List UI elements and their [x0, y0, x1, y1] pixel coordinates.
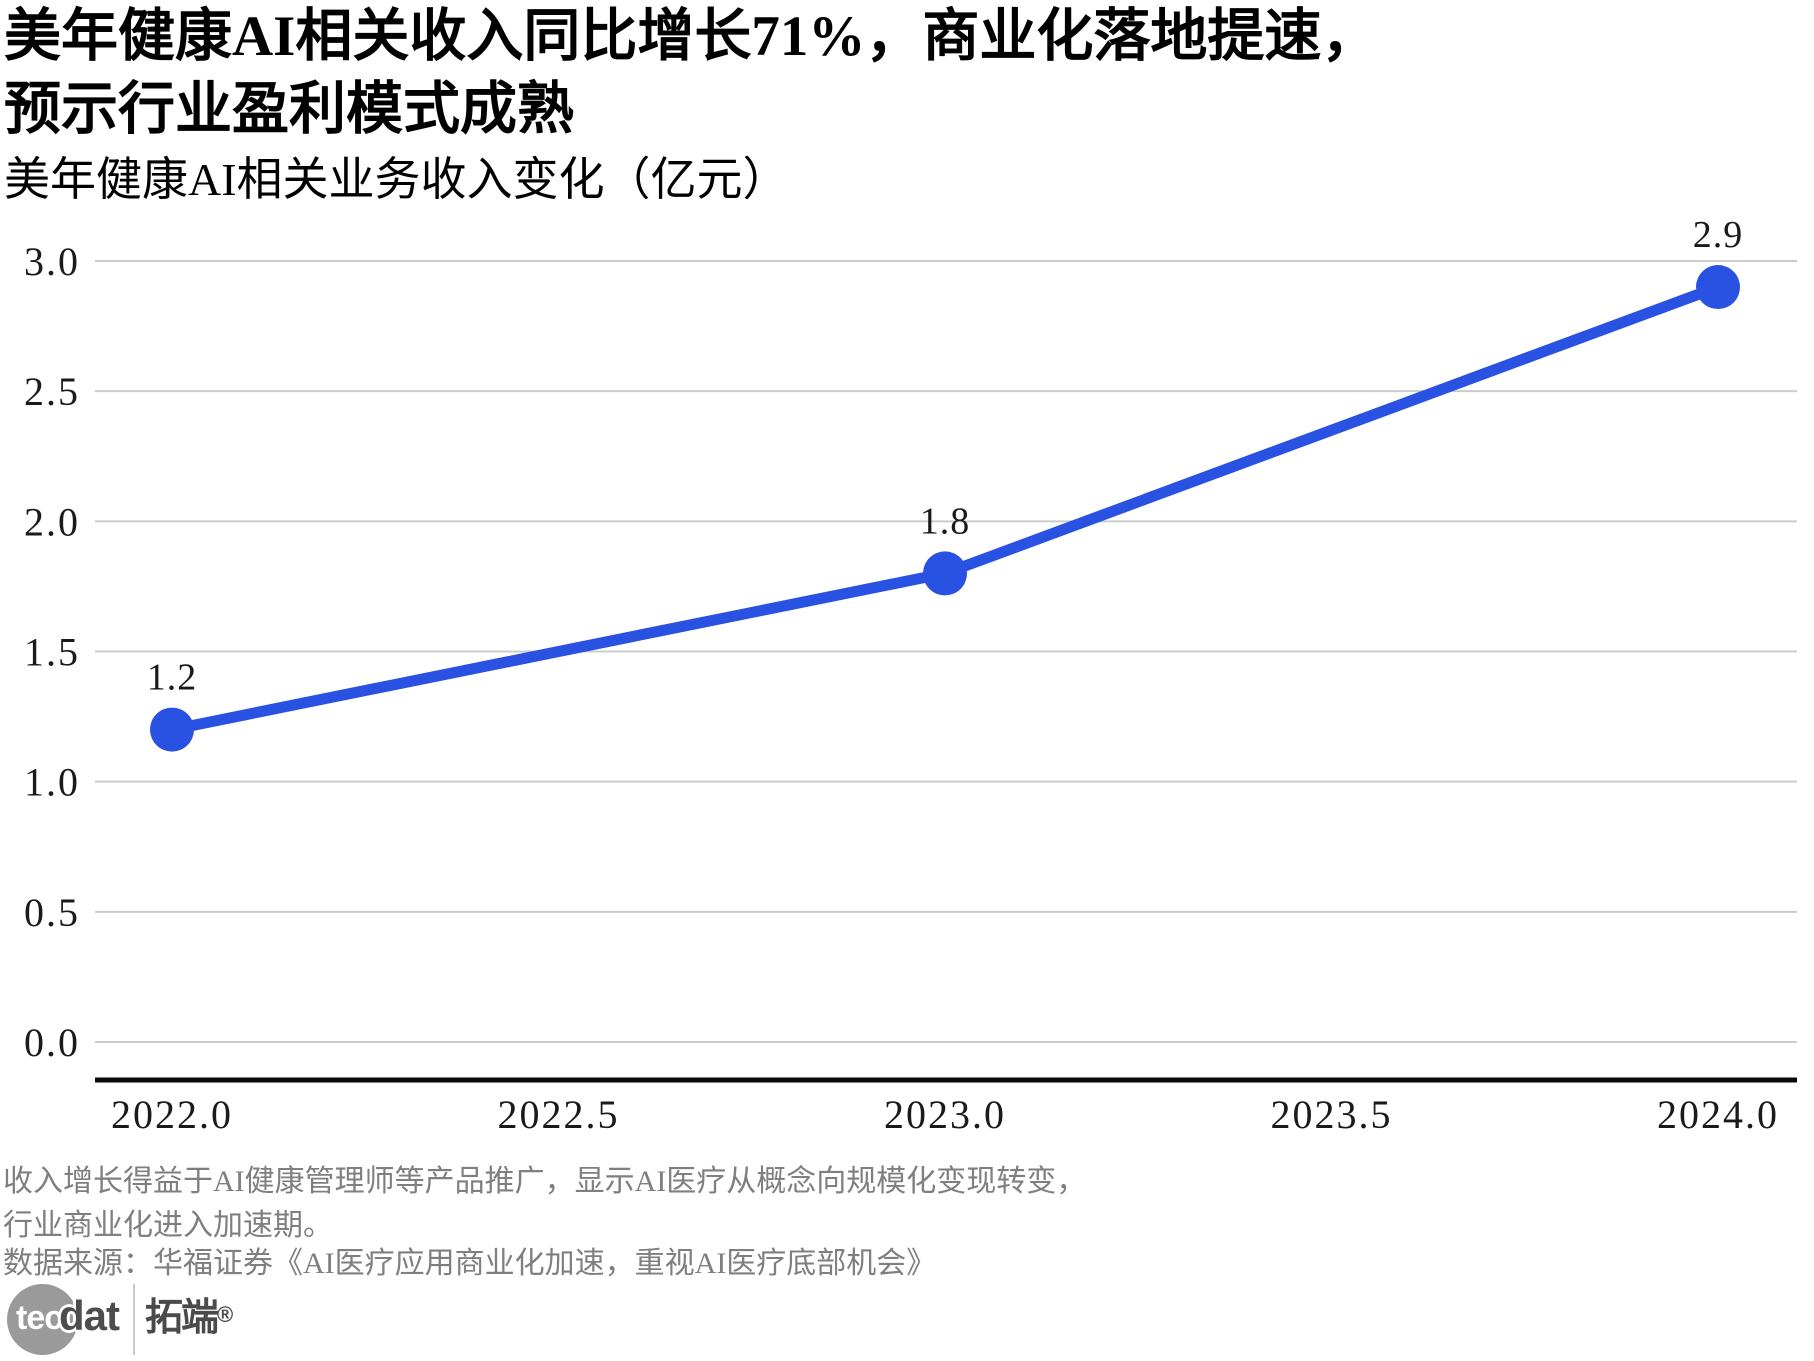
- logo-divider: [133, 1284, 135, 1355]
- logo-brand-cjk: 拓端: [145, 1297, 219, 1339]
- data-point: [1696, 265, 1740, 310]
- data-point: [923, 551, 967, 596]
- chart-note-line-1: 收入增长得益于AI健康管理师等产品推广，显示AI医疗从概念向规模化变现转变，: [3, 1165, 1087, 1198]
- data-point-label: 1.2: [147, 657, 198, 699]
- x-tick-label: 2023.0: [884, 1092, 1006, 1137]
- y-tick-label: 2.0: [24, 499, 80, 544]
- logo-text-tec: tec: [16, 1299, 63, 1337]
- x-tick-label: 2022.0: [111, 1092, 233, 1137]
- logo-text-dat: dat: [59, 1292, 120, 1339]
- data-source: 数据来源：华福证券《AI医疗应用商业化加速，重视AI医疗底部机会》: [3, 1247, 937, 1280]
- tecdat-logo: tec dat 拓端®: [7, 1284, 327, 1358]
- x-tick-label: 2024.0: [1657, 1092, 1779, 1137]
- y-tick-label: 1.0: [24, 760, 80, 805]
- revenue-line-chart: 3.0 2.5 2.0 1.5 1.0 0.5 0.0 2022.0 2022.5 2023.0 2…: [24, 214, 1797, 1137]
- y-tick-label: 0.5: [24, 890, 80, 935]
- registered-mark-icon: ®: [217, 1302, 234, 1327]
- logo-circle-icon: [7, 1284, 78, 1355]
- title-line-1: 美年健康AI相关收入同比增长71%，商业化落地提速，: [4, 5, 1379, 68]
- y-tick-label: 3.0: [24, 239, 80, 284]
- chart-note-line-2: 行业商业化进入加速期。: [3, 1209, 333, 1242]
- x-tick-label: 2023.5: [1271, 1092, 1393, 1137]
- data-point-label: 1.8: [920, 500, 971, 542]
- title-line-2: 预示行业盈利模式成熟: [4, 78, 574, 141]
- x-tick-label: 2022.5: [498, 1092, 620, 1137]
- data-point-label: 2.9: [1693, 214, 1744, 256]
- logo-brand-name: 拓端®: [145, 1299, 233, 1337]
- y-tick-label: 2.5: [24, 369, 80, 414]
- page-title: 美年健康AI相关收入同比增长71%，商业化落地提速， 预示行业盈利模式成熟: [4, 0, 1378, 146]
- y-tick-label: 0.0: [24, 1020, 80, 1065]
- y-tick-label: 1.5: [24, 630, 80, 675]
- chart-subtitle: 美年健康AI相关业务收入变化（亿元）: [4, 154, 789, 205]
- data-point: [150, 707, 194, 752]
